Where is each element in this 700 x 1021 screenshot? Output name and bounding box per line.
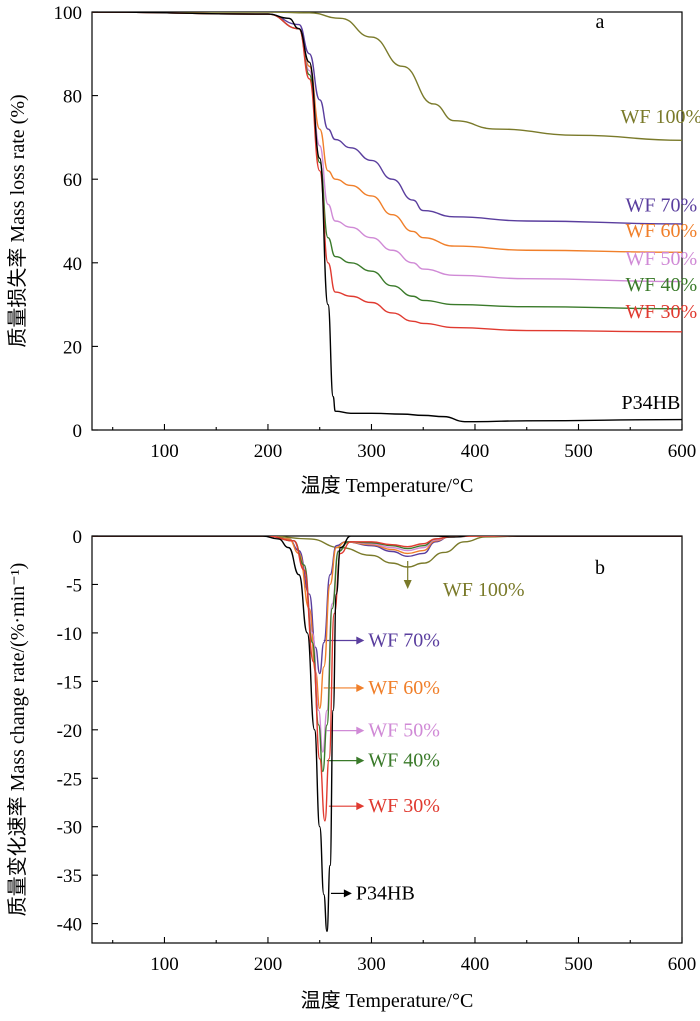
series-label: WF 70%	[368, 629, 440, 651]
y-tick-label: -25	[57, 769, 82, 790]
x-tick-label: 400	[461, 441, 490, 462]
y-tick-label: -40	[57, 915, 82, 936]
series-line	[92, 12, 682, 254]
series-arrowhead	[356, 756, 365, 765]
panel-label: b	[595, 557, 605, 579]
x-tick-label: 200	[254, 441, 283, 462]
y-tick-label: 60	[63, 170, 82, 191]
x-tick-label: 600	[668, 954, 697, 975]
x-tick-label: 600	[668, 441, 697, 462]
x-tick-label: 100	[150, 441, 179, 462]
series-line	[92, 536, 682, 675]
y-tick-label: 40	[63, 254, 82, 275]
y-tick-label: -15	[57, 672, 82, 693]
x-axis-title: 温度 Temperature/°C	[301, 989, 474, 1012]
series-label: WF 40%	[368, 750, 440, 772]
y-tick-label: -10	[57, 624, 82, 645]
series-arrowhead	[403, 580, 412, 590]
series-arrowhead	[356, 636, 365, 645]
x-tick-label: 300	[357, 441, 386, 462]
series-line	[92, 536, 682, 568]
series-arrowhead	[343, 889, 352, 898]
x-tick-label: 300	[357, 954, 386, 975]
series-label: WF 50%	[625, 248, 697, 270]
series-line	[92, 12, 682, 310]
y-tick-label: 0	[73, 421, 83, 442]
x-axis-title: 温度 Temperature/°C	[301, 474, 474, 497]
series-label: P34HB	[356, 882, 415, 904]
x-tick-label: 100	[150, 954, 179, 975]
y-tick-label: 80	[63, 87, 82, 108]
y-axis-title: 质量变化速率 Mass change rate/(%·min⁻¹)	[6, 563, 29, 917]
series-label: WF 50%	[368, 720, 440, 742]
series-label: P34HB	[621, 392, 680, 414]
y-tick-label: 100	[54, 3, 83, 24]
series-arrowhead	[356, 802, 365, 811]
chart-panel-a: 100 200 300 400 500 600 0 20 40 60 80 100 温度 Tempera…	[6, 3, 700, 497]
x-tick-label: 400	[461, 954, 490, 975]
series-label: WF 100%	[443, 579, 525, 601]
series-arrowhead	[356, 726, 365, 735]
panel-label: a	[596, 11, 605, 33]
y-tick-label: -20	[57, 721, 82, 742]
series-label: WF 100%	[620, 106, 700, 128]
x-tick-label: 200	[254, 954, 283, 975]
y-tick-label: -35	[57, 866, 82, 887]
series-line	[92, 12, 682, 423]
series-label: WF 60%	[368, 677, 440, 699]
x-tick-label: 500	[564, 441, 593, 462]
plot-frame	[91, 11, 683, 431]
series-label: WF 30%	[368, 795, 440, 817]
series-label: WF 70%	[625, 194, 697, 216]
y-tick-label: 20	[63, 337, 82, 358]
y-axis-title: 质量损失率 Mass loss rate (%)	[6, 94, 29, 347]
series-line	[92, 12, 682, 142]
series-line	[92, 12, 682, 225]
series-line	[92, 536, 682, 933]
series-label: WF 40%	[625, 274, 697, 296]
y-tick-label: -5	[66, 575, 82, 596]
y-tick-label: 0	[73, 527, 83, 548]
chart-panel-b: 100 200 300 400 500 600 0 -5 -10 -15 -20 -25 -30 -35 -…	[6, 527, 696, 1012]
series-label: WF 30%	[625, 301, 697, 323]
y-tick-label: -30	[57, 818, 82, 839]
x-tick-label: 500	[564, 954, 593, 975]
series-arrowhead	[356, 683, 365, 692]
series-label: WF 60%	[625, 220, 697, 242]
